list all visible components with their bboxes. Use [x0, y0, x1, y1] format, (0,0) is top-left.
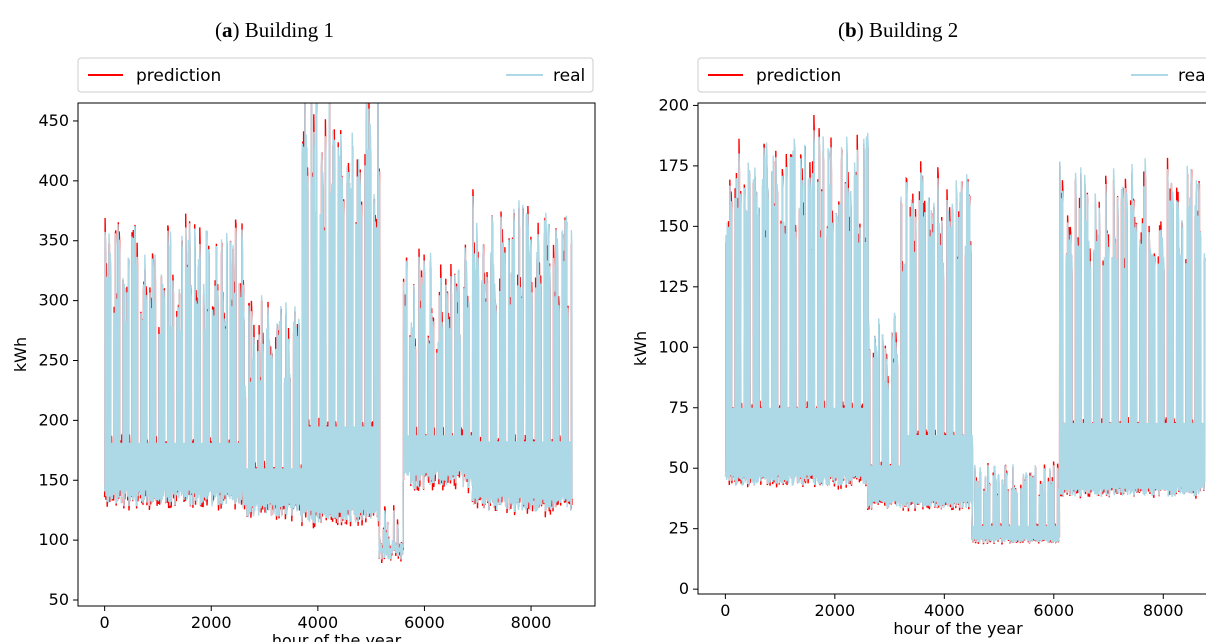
x-tick-label: 6000: [1033, 601, 1074, 620]
y-tick-label: 300: [38, 291, 69, 310]
x-tick-label: 4000: [924, 601, 965, 620]
series-line-real: [724, 130, 1206, 544]
y-tick-label: 150: [658, 216, 689, 235]
plot-frame: [697, 102, 1206, 595]
y-axis-label: kWh: [11, 337, 30, 372]
chart-panel-a: 0 2000 4000 6000 8000 50 100 150 200 250 300 350 400…: [11, 57, 596, 642]
y-tick-label: 175: [658, 156, 689, 175]
y-tick-label: 450: [38, 111, 69, 130]
x-tick-label: 0: [720, 601, 730, 620]
y-tick-label: 200: [658, 95, 689, 114]
plot-area: [103, 103, 573, 564]
x-tick-label: 4000: [297, 613, 338, 632]
y-tick-label: 100: [658, 337, 689, 356]
legend-label-prediction: prediction: [136, 66, 221, 86]
y-tick-label: 50: [49, 590, 69, 609]
panel-b-letter: b: [845, 18, 857, 42]
panel-a-letter: a: [222, 18, 233, 42]
y-tick-label: 250: [38, 350, 69, 369]
x-tick-label: 2000: [191, 613, 232, 632]
x-axis-label: hour of the year: [272, 631, 402, 642]
x-tick-label: 8000: [511, 613, 552, 632]
y-tick-label: 150: [38, 470, 69, 489]
y-tick-label: 25: [669, 519, 689, 538]
legend-label-real: real: [553, 66, 585, 86]
plot-area: [724, 114, 1206, 545]
y-tick-label: 400: [38, 171, 69, 190]
y-tick-label: 50: [669, 458, 689, 477]
plot-frame: [77, 102, 596, 607]
panel-a-title-text: Building 1: [244, 18, 335, 42]
x-tick-label: 8000: [1143, 601, 1184, 620]
x-tick-label: 0: [100, 613, 110, 632]
legend-label-real: real: [1178, 66, 1206, 86]
legend-box: [697, 57, 1206, 93]
y-tick-label: 100: [38, 530, 69, 549]
y-tick-label: 0: [679, 579, 689, 598]
chart-panel-b: 0 2000 4000 6000 8000 0 25 50 75 100 125 150 175 200 h…: [631, 57, 1206, 638]
series-line-real: [103, 103, 573, 560]
y-tick-label: 350: [38, 231, 69, 250]
panel-b-title: (b) Building 2: [838, 18, 959, 42]
x-axis-label: hour of the year: [893, 619, 1023, 638]
panel-b-title-text: Building 2: [868, 18, 959, 42]
y-tick-label: 200: [38, 410, 69, 429]
legend-label-prediction: prediction: [756, 66, 841, 86]
legend-box: [77, 57, 594, 93]
x-tick-label: 2000: [814, 601, 855, 620]
panel-a-title: (a) Building 1: [215, 18, 335, 42]
y-tick-label: 75: [669, 398, 689, 417]
y-tick-label: 125: [658, 277, 689, 296]
y-axis-label: kWh: [631, 331, 650, 366]
x-tick-label: 6000: [404, 613, 445, 632]
